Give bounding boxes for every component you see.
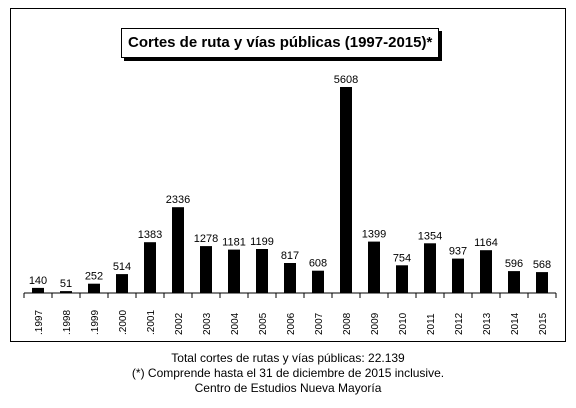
x-ticks-group (23, 293, 557, 298)
x-tick-label-14: 2011 (426, 313, 437, 335)
bar-10 (312, 270, 324, 293)
value-label-15: 937 (449, 246, 467, 258)
x-tick-labels-group: .1997 .1998 .1999 .2000 .2001 2002 2003 2004 200… (34, 310, 549, 335)
value-label-9: 817 (281, 250, 299, 262)
x-tick-label-3: .2000 (118, 310, 129, 335)
bar-8 (256, 249, 268, 293)
bar-6 (200, 246, 212, 293)
bar-17 (508, 271, 520, 293)
bar-chart: 140 51 252 514 1383 2336 1278 1181 1199 817 608 560… (23, 74, 557, 335)
value-label-13: 754 (393, 252, 411, 264)
x-tick-label-10: 2007 (314, 312, 325, 335)
value-labels-group: 140 51 252 514 1383 2336 1278 1181 1199 817 608 560… (29, 74, 551, 290)
footer-note: (*) Comprende hasta el 31 de diciembre d… (131, 366, 445, 380)
bar-0 (32, 287, 44, 293)
value-label-8: 1199 (250, 236, 274, 248)
value-label-3: 514 (113, 261, 131, 273)
value-label-14: 1354 (418, 230, 442, 242)
value-label-12: 1399 (362, 229, 386, 241)
value-label-1: 51 (60, 278, 72, 290)
x-tick-label-18: 2015 (538, 312, 549, 335)
bar-14 (424, 243, 436, 293)
bar-2 (88, 283, 100, 293)
value-label-7: 1181 (222, 237, 246, 249)
bar-5 (172, 207, 184, 293)
value-label-16: 1164 (474, 237, 498, 249)
value-label-17: 596 (505, 258, 523, 270)
bar-11 (340, 87, 352, 293)
value-label-18: 568 (533, 259, 551, 271)
bars-group (32, 87, 548, 293)
chart-title: Cortes de ruta y vías públicas (1997-201… (121, 28, 440, 58)
x-tick-label-12: 2009 (370, 312, 381, 335)
value-label-10: 608 (309, 258, 327, 270)
bar-15 (452, 258, 464, 293)
value-label-2: 252 (85, 271, 103, 283)
chart-frame (10, 8, 566, 342)
bar-12 (368, 241, 380, 293)
x-tick-label-8: 2005 (258, 312, 269, 335)
x-tick-label-1: .1998 (62, 310, 73, 335)
bar-13 (396, 265, 408, 293)
bar-9 (284, 263, 296, 293)
chart-footer: Total cortes de rutas y vías públicas: 2… (0, 351, 576, 396)
value-label-4: 1383 (138, 229, 162, 241)
x-tick-label-13: 2010 (398, 312, 409, 335)
x-tick-label-11: 2008 (342, 312, 353, 335)
footer-source: Centro de Estudios Nueva Mayoría (194, 381, 382, 395)
bar-18 (536, 272, 548, 293)
value-label-6: 1278 (194, 233, 218, 245)
x-tick-label-9: 2006 (286, 312, 297, 335)
x-tick-label-17: 2014 (510, 312, 521, 335)
x-tick-label-7: 2004 (230, 312, 241, 335)
bar-1 (60, 291, 72, 293)
footer-total: Total cortes de rutas y vías públicas: 2… (171, 351, 405, 365)
x-tick-label-5: 2002 (174, 312, 185, 335)
x-tick-label-2: .1999 (90, 310, 101, 335)
bar-16 (480, 250, 492, 293)
x-tick-label-15: 2012 (454, 312, 465, 335)
value-label-5: 2336 (166, 194, 190, 206)
bar-3 (116, 274, 128, 293)
value-label-11: 5608 (334, 74, 358, 86)
x-tick-label-16: 2013 (482, 312, 493, 335)
x-tick-label-0: .1997 (34, 310, 45, 335)
x-tick-label-6: 2003 (202, 312, 213, 335)
x-tick-label-4: .2001 (146, 310, 157, 335)
bar-7 (228, 249, 240, 293)
value-label-0: 140 (29, 275, 47, 287)
bar-4 (144, 242, 156, 293)
